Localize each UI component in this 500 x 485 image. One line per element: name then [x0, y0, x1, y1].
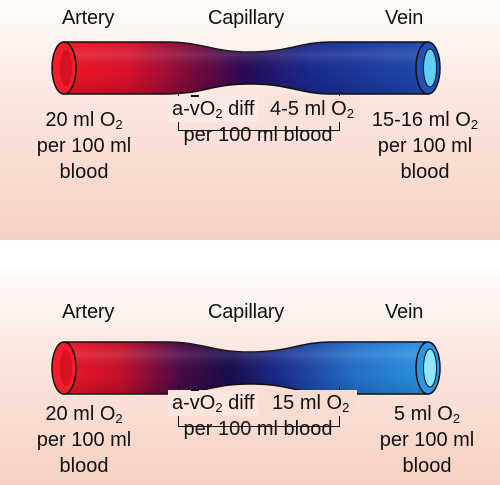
- artery-label: Artery: [62, 7, 115, 29]
- vein-o2-content: 5 ml O2 per 100 ml blood: [379, 403, 475, 477]
- bottom-panel: Artery Capillary Vein: [0, 268, 500, 485]
- vein-label: Vein: [385, 301, 424, 323]
- vein-o2-content: 15-16 ml O2 per 100 ml blood: [371, 109, 479, 183]
- av-o2-diff: a-vO2 diff 15 ml O2 per 100 ml blood: [168, 389, 358, 442]
- panel-divider: [0, 240, 500, 268]
- artery-label: Artery: [62, 301, 115, 323]
- top-panel: Artery Capillary Vein 2: [0, 0, 500, 240]
- capillary-label: Capillary: [208, 301, 285, 323]
- capillary-label: Capillary: [208, 7, 285, 29]
- artery-o2-content: 20 ml O2 per 100 ml blood: [36, 109, 132, 183]
- artery-o2-content: 20 ml O2 per 100 ml blood: [36, 403, 132, 477]
- av-o2-diff: a-vO2 diff 4-5 ml O2 per 100 ml blood: [168, 95, 360, 148]
- blood-vessel-diagram: [51, 341, 441, 395]
- vein-label: Vein: [385, 7, 424, 29]
- blood-vessel-diagram: [51, 41, 441, 95]
